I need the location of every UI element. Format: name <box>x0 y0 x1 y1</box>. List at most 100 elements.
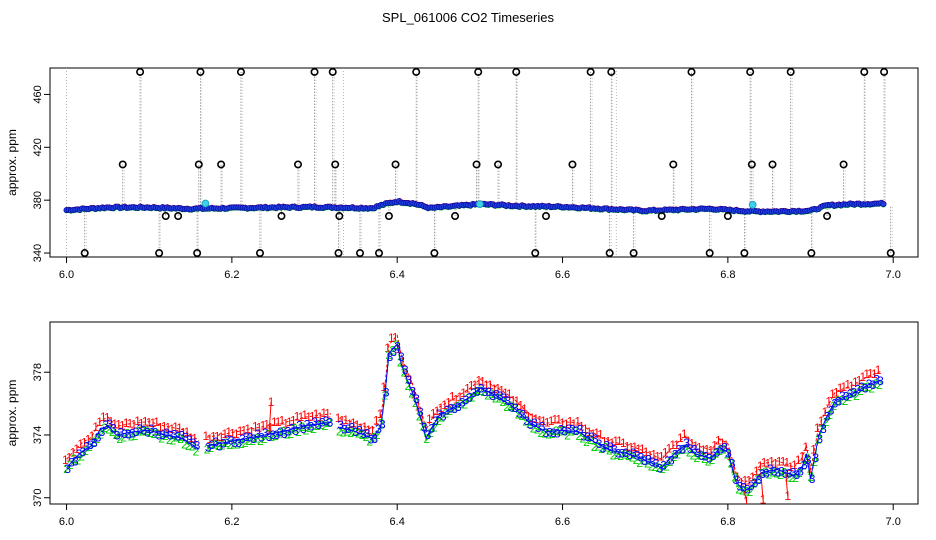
top-outlier-point <box>472 160 481 169</box>
series-2-glyph: 2 <box>674 448 681 462</box>
series-1-glyph: 1 <box>829 387 836 401</box>
series-1-glyph: 1 <box>685 434 692 448</box>
series-1-glyph: 1 <box>791 458 798 472</box>
series-3-glyph: 3 <box>527 418 534 432</box>
top-outlier-point <box>723 212 732 221</box>
series-2-glyph: 2 <box>614 448 621 462</box>
series-3-glyph: 3 <box>95 431 102 445</box>
series-3-glyph: 3 <box>801 458 808 472</box>
top-outlier-point <box>607 68 616 76</box>
top-outlier-point <box>705 249 714 257</box>
series-1-glyph: 1 <box>696 440 703 454</box>
series-3-glyph: 3 <box>266 430 273 444</box>
series-1-glyph: 1 <box>92 420 99 434</box>
series-1-glyph: 1 <box>66 450 73 464</box>
series-2-glyph: 2 <box>173 431 180 445</box>
series-3-glyph: 3 <box>102 418 109 432</box>
series-3-glyph: 3 <box>771 465 778 479</box>
series-3-glyph: 3 <box>463 393 470 407</box>
series-3-glyph: 3 <box>308 420 315 434</box>
series-1-glyph: 1 <box>616 434 623 448</box>
series-1-glyph: 1 <box>818 414 825 428</box>
series-3-glyph: 3 <box>786 466 793 480</box>
series-3-glyph: 3 <box>285 424 292 438</box>
series-1-glyph: 1 <box>298 410 305 424</box>
series-2-glyph: 2 <box>355 427 362 441</box>
series-3-glyph: 3 <box>645 453 652 467</box>
series-3-glyph: 3 <box>733 473 740 487</box>
series-1-glyph: 1 <box>688 436 695 450</box>
series-3-glyph: 3 <box>273 428 280 442</box>
series-3-glyph: 3 <box>140 423 147 437</box>
series-1-glyph: 1 <box>612 434 619 448</box>
series-1-glyph: 1 <box>244 422 251 436</box>
series-2-glyph: 2 <box>370 431 377 445</box>
top-outlier-point <box>687 68 696 76</box>
series-1-glyph: 1 <box>237 424 244 438</box>
series-1-glyph: 1 <box>294 410 301 424</box>
series-3-glyph: 3 <box>508 400 515 414</box>
series-2-glyph: 2 <box>363 430 370 444</box>
series-3-glyph: 3 <box>409 384 416 398</box>
series-3-glyph: 3 <box>501 391 508 405</box>
series-3-glyph: 3 <box>133 425 140 439</box>
series-2-glyph: 2 <box>442 407 449 421</box>
series-2-glyph: 2 <box>773 467 780 481</box>
series-1-glyph: 1 <box>803 440 810 454</box>
series-3-glyph: 3 <box>205 440 212 454</box>
series-3-glyph: 3 <box>543 426 550 440</box>
top-x-tick-label: 6.8 <box>720 269 735 281</box>
series-3-glyph: 3 <box>379 418 386 432</box>
series-1-glyph: 1 <box>320 406 327 420</box>
series-1-glyph: 1 <box>726 449 733 463</box>
series-3-glyph: 3 <box>668 453 675 467</box>
bottom-x-tick-label: 6.2 <box>224 516 239 528</box>
series-2-glyph: 2 <box>261 432 268 446</box>
series-3-glyph: 3 <box>182 431 189 445</box>
series-1-glyph: 1 <box>407 373 414 387</box>
series-2-glyph: 2 <box>671 450 678 464</box>
top-outlier-point <box>586 68 595 76</box>
series-1-glyph: 1 <box>229 426 236 440</box>
top-outlier-point <box>629 249 638 257</box>
series-3-line <box>66 424 200 469</box>
series-3-glyph: 3 <box>512 401 519 415</box>
series-3-glyph: 3 <box>520 408 527 422</box>
series-3-glyph: 3 <box>390 345 397 359</box>
series-1-glyph: 1 <box>130 417 137 431</box>
bottom-x-tick-label: 7.0 <box>886 516 901 528</box>
series-1-glyph: 1 <box>354 418 361 432</box>
series-3-glyph: 3 <box>72 454 79 468</box>
series-1-glyph: 1 <box>578 419 585 433</box>
series-1-glyph: 1 <box>449 389 456 403</box>
series-1-glyph: 1 <box>153 415 160 429</box>
top-x-tick-label: 6.0 <box>59 269 74 281</box>
top-outlier-point <box>310 68 319 76</box>
series-3-glyph: 3 <box>167 429 174 443</box>
series-3-glyph: 3 <box>114 428 121 442</box>
series-2-glyph: 2 <box>128 429 135 443</box>
series-1-glyph: 1 <box>256 421 263 435</box>
series-1-glyph: 1 <box>138 417 145 431</box>
series-1-glyph: 1 <box>533 412 540 426</box>
series-1-glyph: 1 <box>168 422 175 436</box>
series-2-glyph: 2 <box>189 439 196 453</box>
series-3-glyph: 3 <box>584 430 591 444</box>
series-3-glyph: 3 <box>156 428 163 442</box>
series-1-glyph: 1 <box>411 388 418 402</box>
series-2-glyph: 2 <box>431 420 438 434</box>
series-1-glyph: 1 <box>134 414 141 428</box>
series-3-glyph: 3 <box>194 439 201 453</box>
series-2-glyph: 2 <box>253 431 260 445</box>
series-3-glyph: 3 <box>304 418 311 432</box>
series-2-glyph: 2 <box>617 449 624 463</box>
series-3-glyph: 3 <box>858 380 865 394</box>
series-2-glyph: 2 <box>789 471 796 485</box>
series-2-glyph: 2 <box>663 459 670 473</box>
series-2-glyph: 2 <box>299 420 306 434</box>
series-3-glyph: 3 <box>592 432 599 446</box>
series-1-glyph: 1 <box>456 390 463 404</box>
series-3-glyph: 3 <box>630 446 637 460</box>
series-1-glyph: 1 <box>309 410 316 424</box>
